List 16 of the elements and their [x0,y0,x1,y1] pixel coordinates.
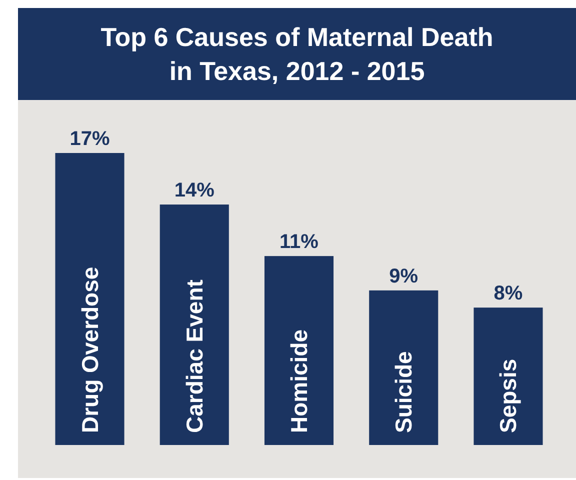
data-label: 17% [70,128,110,150]
bar [55,153,124,445]
bar [264,256,334,445]
bar [474,308,543,445]
x-tick-label: Drug Overdose [76,266,103,433]
x-tick-label: Sepsis [495,358,522,433]
data-label: 14% [174,180,215,202]
bar [369,290,438,445]
chart-title: Top 6 Causes of Maternal Death in Texas, 2012 - 2015 [100,22,494,86]
x-tick-label: Suicide [390,351,417,433]
data-label: 11% [280,231,319,254]
x-tick-label: Homicide [286,329,312,433]
data-label: 8% [494,282,523,305]
x-tick-label: Cardiac Event [181,279,208,433]
data-label: 9% [389,265,418,288]
bar [160,204,229,445]
